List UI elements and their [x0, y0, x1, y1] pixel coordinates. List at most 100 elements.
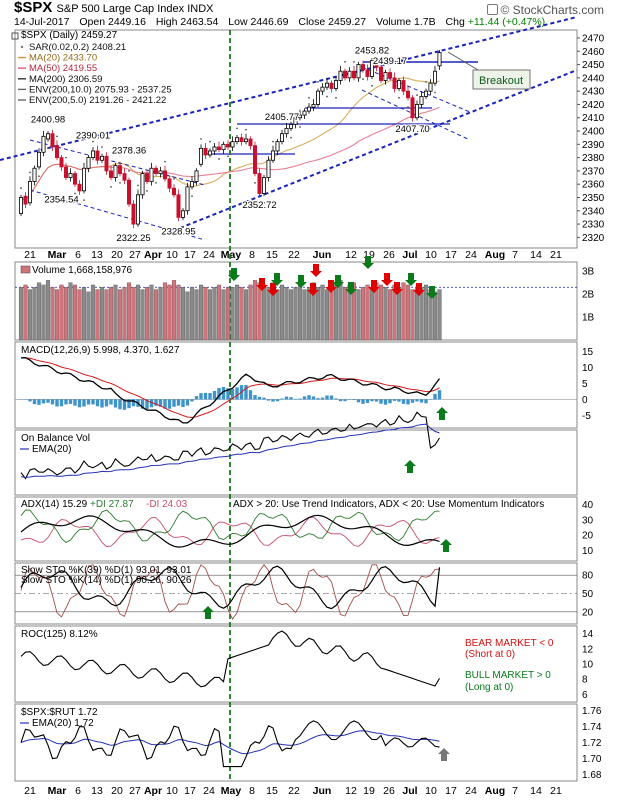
macd-histogram-bar	[374, 399, 379, 402]
candle-body	[46, 133, 51, 140]
adx-y-tick-label: 40	[582, 500, 594, 511]
candle-body	[216, 146, 221, 151]
candle-body	[387, 72, 392, 79]
candle-body	[185, 186, 190, 212]
volume-bar	[27, 289, 33, 341]
x-tick-label-bottom: 24	[203, 785, 215, 797]
adx-note: ADX > 20: Use Trend Indicators, ADX < 20…	[233, 499, 544, 510]
bear-market-sub: (Short at 0)	[465, 649, 515, 660]
sar-dot	[173, 177, 175, 180]
volume-bar	[113, 284, 118, 341]
macd-histogram-bar	[325, 395, 329, 400]
sto-y-tick-label: 50	[582, 589, 594, 600]
macd-y-tick-label: 10	[582, 363, 594, 374]
x-tick-label-top: 8	[249, 249, 255, 261]
symbol-title: $SPX S&P 500 Large Cap Index INDX	[14, 0, 213, 16]
trend-down-2	[29, 189, 206, 241]
sar-dot	[101, 146, 103, 148]
price-y-tick-label: 2320	[582, 233, 605, 244]
macd-histogram-bar	[199, 393, 203, 400]
price-y-tick-label: 2360	[582, 180, 605, 191]
macd-histogram-bar	[433, 393, 437, 400]
price-legend-label: MA(200) 2306.59	[29, 74, 102, 85]
roc-y-tick-label: 8	[582, 675, 588, 686]
candle-body	[18, 197, 23, 214]
x-tick-label-bottom: 17	[445, 785, 457, 797]
x-tick-label-bottom: 10	[166, 785, 178, 797]
adx-y-tick-label: 30	[582, 515, 594, 526]
green-down-arrow-icon	[345, 282, 357, 295]
candle-body	[153, 167, 158, 174]
high-label: High	[155, 16, 178, 28]
candle-body	[293, 117, 298, 125]
macd-histogram-bar	[203, 392, 208, 400]
volume-bar	[108, 287, 114, 341]
volume-bar	[365, 284, 370, 341]
volume-bar	[158, 287, 163, 341]
adx-title: ADX(14) 15.29	[21, 499, 88, 510]
adx-plus-di-label: +DI 27.87	[90, 499, 134, 510]
x-tick-label-top: 10	[166, 249, 178, 261]
adx-minus-di-label: -DI 24.03	[146, 499, 188, 510]
red-down-arrow-icon	[310, 264, 322, 277]
volume-bar	[423, 284, 429, 341]
candle-body	[171, 187, 176, 196]
macd-histogram-bar	[118, 399, 122, 410]
candle-body	[347, 70, 352, 79]
volume-bar	[252, 280, 258, 341]
sar-dot	[308, 96, 310, 99]
price-annotation: 2405.77	[265, 112, 299, 123]
sar-dot	[290, 136, 292, 139]
macd-histogram-bar	[145, 399, 149, 410]
macd-histogram-bar	[131, 399, 136, 407]
x-tick-label-bottom: 26	[383, 785, 395, 797]
sar-dot	[218, 158, 220, 160]
macd-histogram-bar	[401, 399, 406, 404]
candle-body	[23, 195, 28, 205]
x-tick-label-top: Jul	[402, 249, 417, 261]
ratio-line	[20, 720, 440, 768]
sto-y-tick-label: 80	[582, 571, 594, 582]
price-annotation: 2322.25	[116, 233, 150, 244]
candle-body	[50, 133, 55, 148]
macd-histogram-bar	[32, 399, 37, 405]
volume-bar	[333, 284, 339, 341]
x-tick-label-bottom: 14	[530, 785, 542, 797]
obv-ema-line	[20, 423, 440, 479]
sar-dot	[335, 96, 337, 99]
macd-histogram-bar	[163, 399, 167, 409]
candle-body	[419, 96, 424, 105]
x-tick-label-top: 7	[512, 249, 518, 261]
x-tick-label-bottom: Jul	[402, 785, 417, 797]
candle-body	[275, 141, 280, 152]
gray-up-arrow-icon	[438, 748, 450, 761]
panel-frame-ratio	[14, 703, 578, 782]
volume-bar	[90, 284, 96, 341]
candle-body	[392, 77, 397, 89]
candle-body	[207, 150, 212, 156]
volume-bar	[261, 284, 267, 341]
volume-bar	[405, 284, 411, 341]
x-tick-label-top: 27	[129, 249, 141, 261]
breakout-box	[472, 69, 531, 90]
candle-body	[410, 97, 415, 119]
candle-body	[135, 194, 140, 225]
volume-bar	[54, 289, 60, 341]
candle-body	[342, 70, 347, 79]
sar-dot	[20, 187, 22, 190]
price-title: $SPX (Daily) 2459.27	[21, 30, 118, 41]
volume-bar	[311, 282, 316, 341]
green-up-arrow-icon	[404, 460, 416, 473]
green-down-arrow-icon	[295, 275, 307, 288]
green-down-arrow-icon	[332, 275, 344, 288]
volume-bar	[396, 287, 402, 341]
x-tick-label-bottom: 24	[465, 785, 477, 797]
macd-y-tick-label: 0	[582, 395, 588, 406]
price-annotation: 2400.98	[31, 115, 65, 126]
candle-body	[100, 155, 105, 161]
price-annotation: 2390.01	[76, 131, 110, 142]
symbol-name: S&P 500 Large Cap Index INDX	[56, 3, 214, 15]
high-value: 2463.54	[180, 16, 219, 28]
ratio-y-tick-label: 1.74	[582, 722, 602, 733]
sar-dot	[137, 184, 139, 187]
